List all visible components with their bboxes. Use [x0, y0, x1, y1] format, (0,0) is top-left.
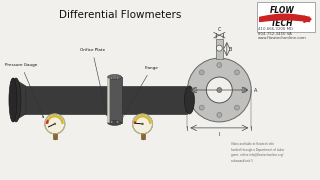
Wedge shape	[47, 115, 64, 124]
Bar	[16, 86, 188, 114]
Bar	[216, 39, 223, 59]
Circle shape	[110, 121, 113, 123]
Text: I: I	[219, 132, 220, 137]
Circle shape	[217, 63, 222, 68]
Bar	[140, 133, 145, 139]
Ellipse shape	[108, 75, 122, 80]
Bar	[53, 133, 57, 139]
Text: TECH: TECH	[270, 19, 293, 28]
Text: Flange: Flange	[121, 66, 158, 120]
Text: Differential Flowmeters: Differential Flowmeters	[60, 10, 182, 20]
Circle shape	[188, 58, 251, 122]
Circle shape	[110, 77, 113, 79]
Ellipse shape	[108, 120, 122, 125]
Text: 410-666-3200 MD: 410-666-3200 MD	[258, 27, 293, 31]
Text: C: C	[218, 27, 221, 32]
Circle shape	[116, 77, 119, 79]
Circle shape	[192, 87, 197, 93]
Ellipse shape	[11, 78, 21, 122]
Polygon shape	[13, 78, 26, 122]
Bar	[108, 77, 122, 123]
Circle shape	[217, 87, 222, 93]
Bar	[107, 78, 109, 122]
Text: Video available at flowtech.info
funded through a Department of Labor
grant, onl: Video available at flowtech.info funded …	[231, 142, 285, 163]
Circle shape	[132, 114, 153, 134]
Ellipse shape	[9, 78, 17, 122]
Circle shape	[54, 123, 56, 125]
Text: A: A	[254, 87, 258, 93]
Circle shape	[141, 123, 144, 125]
Wedge shape	[46, 119, 49, 124]
Circle shape	[116, 121, 119, 123]
Bar	[257, 2, 315, 32]
Circle shape	[217, 112, 222, 117]
Circle shape	[45, 114, 65, 134]
Text: Pressure Gauge: Pressure Gauge	[5, 63, 44, 118]
Text: 804-752-3450 VA: 804-752-3450 VA	[258, 32, 292, 36]
Ellipse shape	[184, 86, 195, 114]
Text: B: B	[229, 47, 232, 52]
Circle shape	[216, 45, 222, 51]
Circle shape	[242, 87, 247, 93]
Circle shape	[199, 105, 204, 110]
Circle shape	[235, 105, 239, 110]
Text: www.flowtechonline.com: www.flowtechonline.com	[258, 36, 307, 40]
Circle shape	[199, 70, 204, 75]
Circle shape	[206, 77, 232, 103]
Wedge shape	[134, 115, 152, 124]
Text: Orifice Plate: Orifice Plate	[80, 48, 108, 116]
Circle shape	[235, 70, 239, 75]
Text: FLOW: FLOW	[270, 6, 295, 15]
Wedge shape	[133, 121, 136, 124]
